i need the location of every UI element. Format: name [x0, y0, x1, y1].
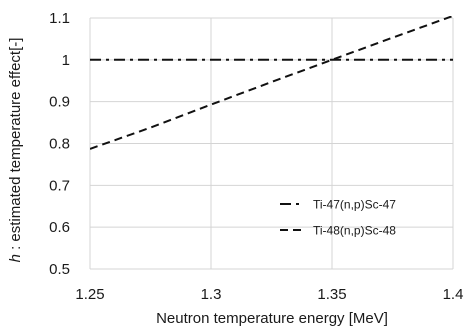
series-line-1 — [90, 16, 453, 150]
gridlines — [89, 17, 454, 270]
x-tick-labels: 1.25 1.3 1.35 1.4 — [75, 286, 463, 303]
y-tick-label: 1.1 — [49, 10, 70, 27]
y-tick-label: 0.9 — [49, 94, 70, 111]
y-tick-labels: 0.5 0.6 0.7 0.8 0.9 1 1.1 — [49, 10, 70, 278]
x-tick-label: 1.35 — [317, 286, 346, 303]
y-tick-label: 0.5 — [49, 261, 70, 278]
legend: Ti-47(n,p)Sc-47 Ti-48(n,p)Sc-48 — [280, 198, 396, 238]
y-axis-title-text: : estimated temperature effect[-] — [7, 38, 24, 255]
legend-label-ti47: Ti-47(n,p)Sc-47 — [313, 198, 396, 212]
x-tick-label: 1.25 — [75, 286, 104, 303]
legend-label-ti48: Ti-48(n,p)Sc-48 — [313, 224, 396, 238]
y-tick-label: 0.6 — [49, 219, 70, 236]
y-axis-title: h : estimated temperature effect[-] — [7, 38, 24, 263]
series-lines — [90, 16, 453, 150]
y-tick-label: 1 — [62, 52, 70, 69]
y-axis-title-symbol: h — [7, 254, 24, 262]
x-axis-title: Neutron temperature energy [MeV] — [156, 310, 388, 327]
x-tick-label: 1.4 — [443, 286, 464, 303]
x-tick-label: 1.3 — [201, 286, 222, 303]
y-tick-label: 0.8 — [49, 136, 70, 153]
y-tick-label: 0.7 — [49, 177, 70, 194]
